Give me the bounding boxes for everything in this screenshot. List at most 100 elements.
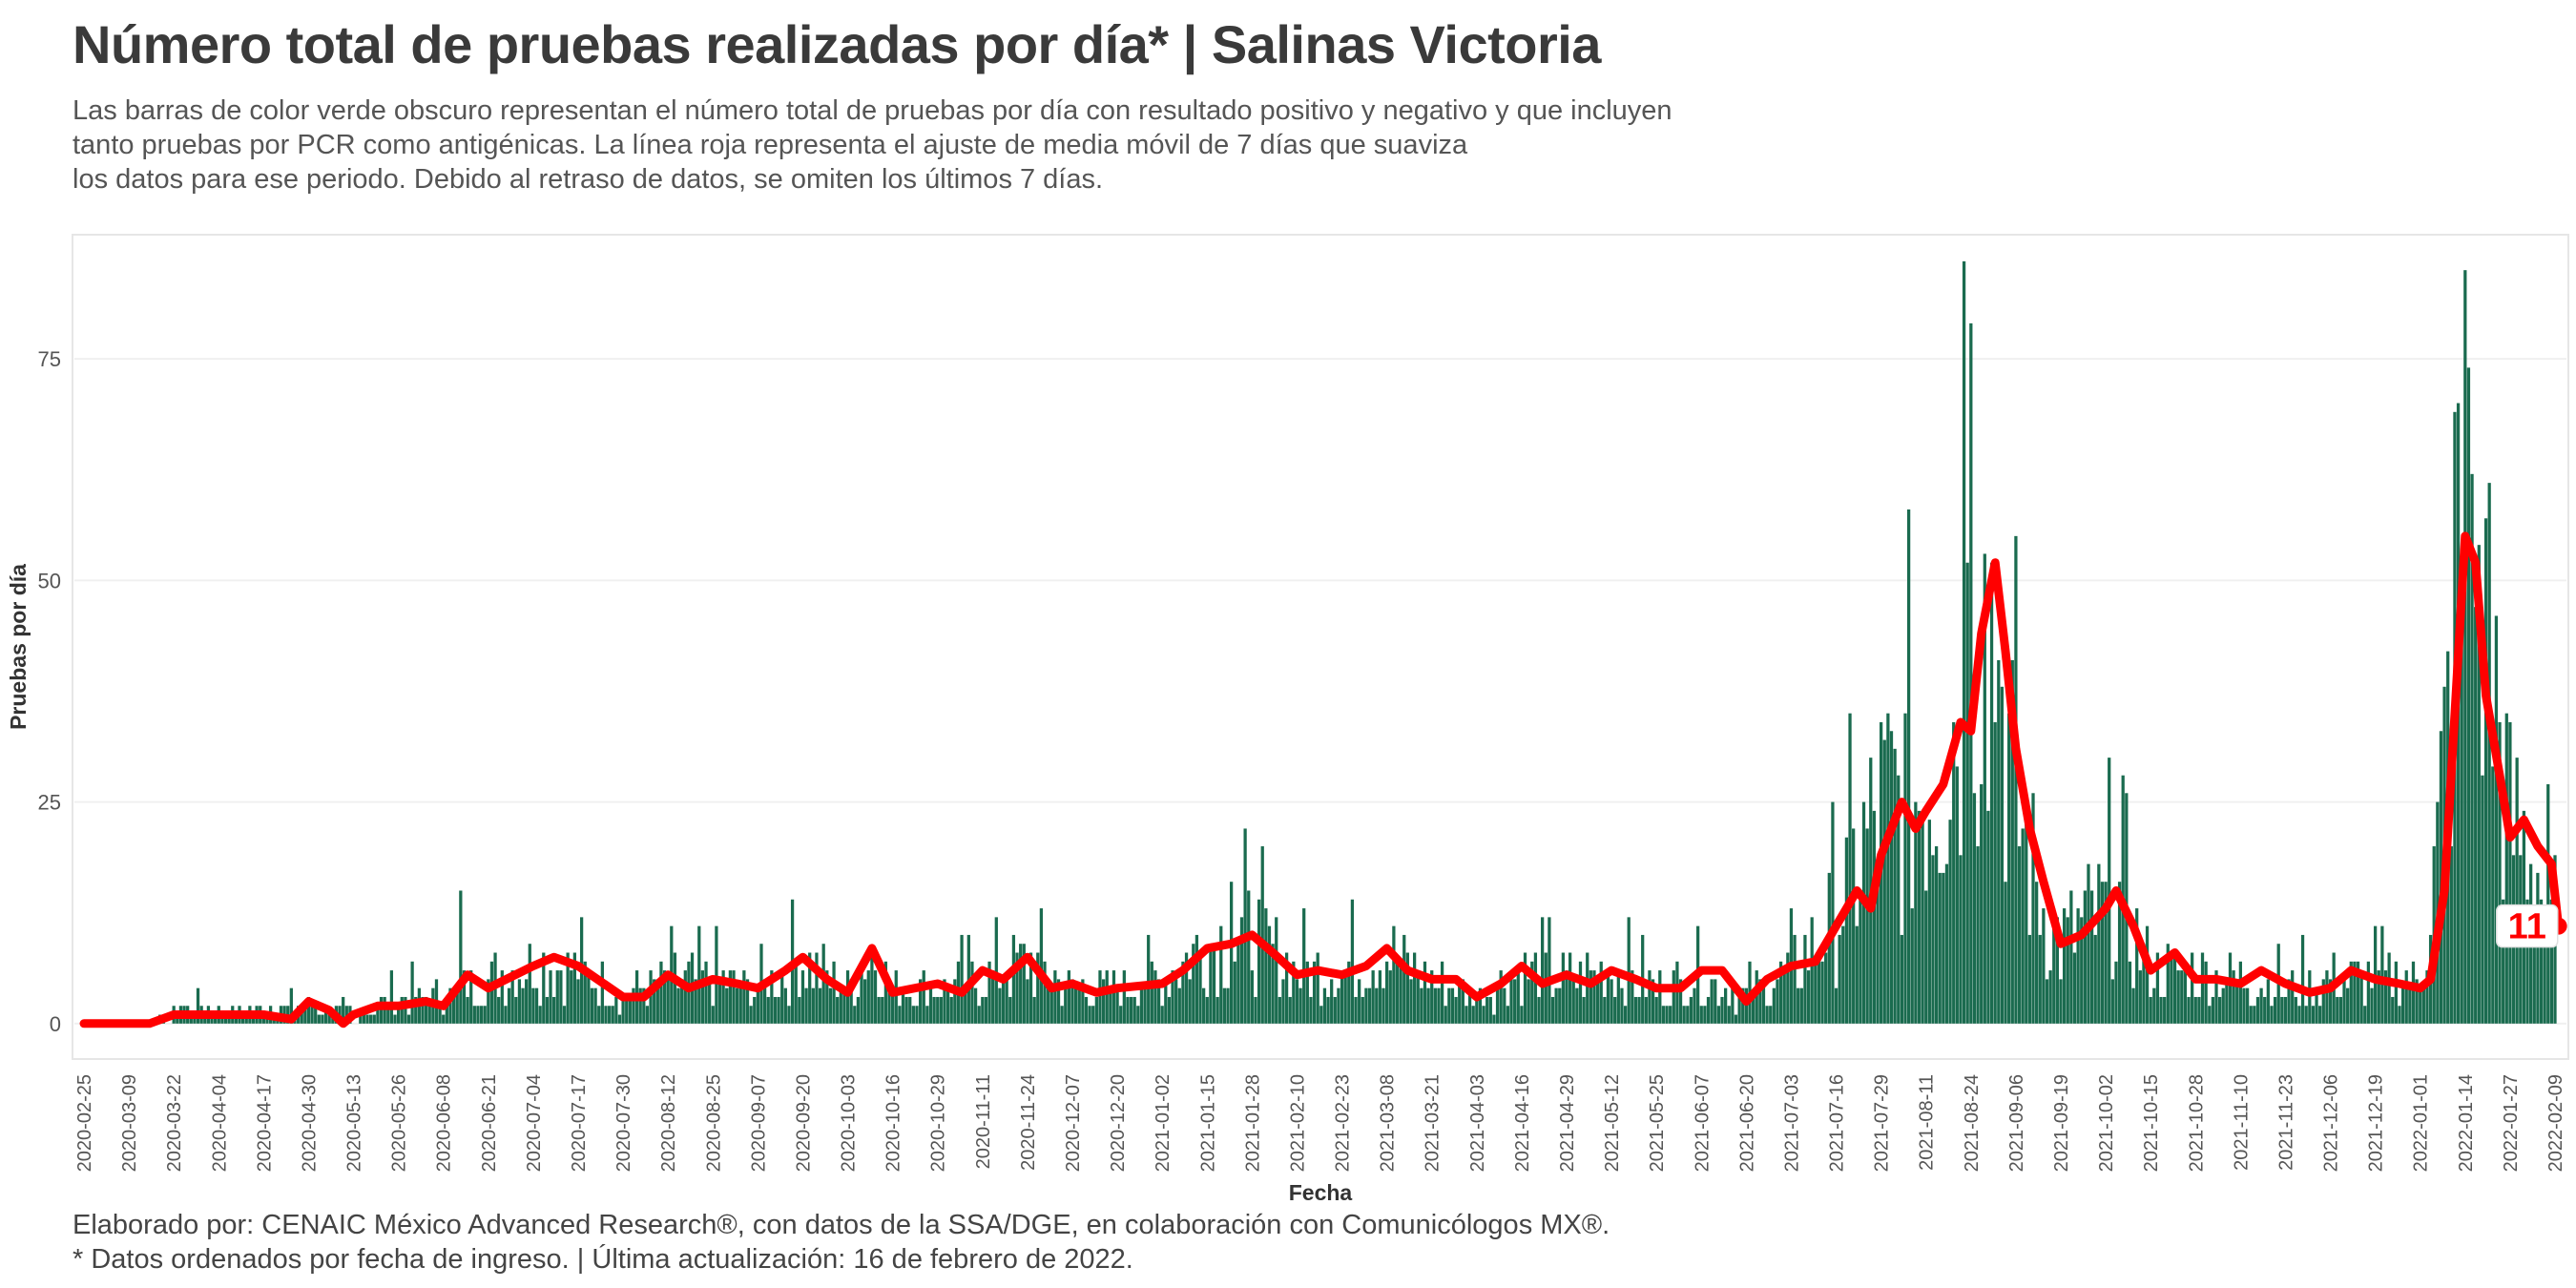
bar: [2300, 934, 2305, 1024]
bar: [901, 987, 905, 1024]
bar: [1948, 820, 1952, 1024]
bar: [1281, 979, 1285, 1024]
bar: [2283, 996, 2288, 1024]
x-tick-label: 2022-01-14: [2456, 1074, 2477, 1172]
bar: [1983, 553, 1986, 1024]
bar: [1962, 260, 1966, 1024]
bar: [1778, 961, 1783, 1024]
bar: [1716, 1006, 1721, 1024]
bar: [1997, 659, 2001, 1024]
bar: [870, 952, 874, 1024]
bar: [883, 961, 888, 1024]
chart-caption: Elaborado por: CENAIC México Advanced Re…: [73, 1208, 1610, 1277]
bar: [2481, 775, 2484, 1024]
bar: [1772, 987, 1776, 1024]
bar: [2204, 961, 2208, 1024]
bar: [507, 987, 511, 1024]
bar: [818, 987, 822, 1024]
bar: [2007, 713, 2011, 1024]
bar: [1184, 952, 1189, 1024]
bar: [240, 1014, 245, 1024]
bar: [1720, 996, 1724, 1024]
bar: [2242, 987, 2246, 1024]
bar: [2536, 872, 2540, 1024]
x-tick-label: 2020-09-07: [748, 1074, 769, 1172]
bar: [1723, 987, 1728, 1024]
bar: [2245, 987, 2250, 1024]
bar: [711, 1006, 715, 1024]
bar: [2404, 970, 2408, 1024]
bar: [1136, 1006, 1140, 1024]
bar: [1008, 996, 1012, 1024]
bar: [753, 996, 757, 1024]
bar: [421, 996, 425, 1024]
bar: [2318, 1006, 2322, 1024]
x-tick-label: 2021-09-06: [2006, 1074, 2027, 1172]
bar: [261, 1014, 265, 1024]
bar: [1589, 970, 1592, 1024]
bar: [1153, 970, 1157, 1024]
bar: [389, 970, 394, 1024]
bar: [1447, 987, 1451, 1024]
bar: [1271, 944, 1275, 1024]
bar: [1834, 987, 1839, 1024]
bar: [538, 1006, 542, 1024]
bar: [2214, 970, 2218, 1024]
bar: [1499, 970, 1503, 1024]
bar: [2477, 545, 2481, 1024]
bar: [1682, 1006, 1686, 1024]
x-tick-label: 2020-07-30: [613, 1074, 634, 1172]
bar: [1844, 837, 1849, 1024]
bar: [1088, 1006, 1091, 1024]
bar: [196, 987, 200, 1024]
bar: [442, 1014, 446, 1024]
bar: [1239, 917, 1244, 1024]
bar: [1233, 961, 1236, 1024]
bar: [842, 987, 846, 1024]
bar: [697, 925, 701, 1024]
x-tick-label: 2021-11-23: [2276, 1074, 2297, 1171]
bar: [1827, 872, 1831, 1024]
bar: [459, 890, 463, 1024]
bar: [1212, 944, 1216, 1024]
bar: [1578, 961, 1583, 1024]
bar: [1931, 855, 1935, 1024]
bar: [1060, 1006, 1064, 1024]
bar: [2089, 890, 2094, 1024]
bar: [680, 979, 684, 1024]
bar: [2135, 908, 2139, 1024]
bar: [479, 1006, 484, 1024]
bar: [662, 970, 667, 1024]
bar: [2010, 659, 2014, 1024]
bar: [1105, 970, 1109, 1024]
bar: [1969, 322, 1973, 1024]
bar: [1665, 1006, 1669, 1024]
bar: [787, 1006, 791, 1024]
bar: [642, 987, 646, 1024]
bar: [2253, 1006, 2256, 1024]
bar: [1603, 996, 1607, 1024]
bar: [1381, 987, 1385, 1024]
bar: [1039, 908, 1044, 1024]
x-axis-ticks: 2020-02-25 2020-03-09 2020-03-22 2020-04-04…: [74, 1074, 2566, 1172]
bar: [2315, 987, 2318, 1024]
bar: [1001, 979, 1006, 1024]
bar: [1523, 952, 1527, 1024]
bar: [2155, 952, 2160, 1024]
bar: [742, 970, 746, 1024]
bar: [1620, 987, 1624, 1024]
bar: [1944, 863, 1949, 1024]
bar: [1275, 917, 1278, 1024]
bar: [1322, 987, 1327, 1024]
bar: [2200, 952, 2205, 1024]
x-tick-label: 2021-01-15: [1197, 1074, 1218, 1172]
x-tick-label: 2020-09-20: [794, 1074, 815, 1172]
bar: [2394, 961, 2399, 1024]
bar: [317, 1014, 321, 1024]
bar: [2273, 996, 2277, 1024]
bar: [1156, 979, 1161, 1024]
bar: [2048, 970, 2052, 1024]
bar: [1859, 890, 1862, 1024]
x-axis-label: Fecha: [1289, 1180, 1353, 1202]
bar: [1627, 917, 1631, 1024]
